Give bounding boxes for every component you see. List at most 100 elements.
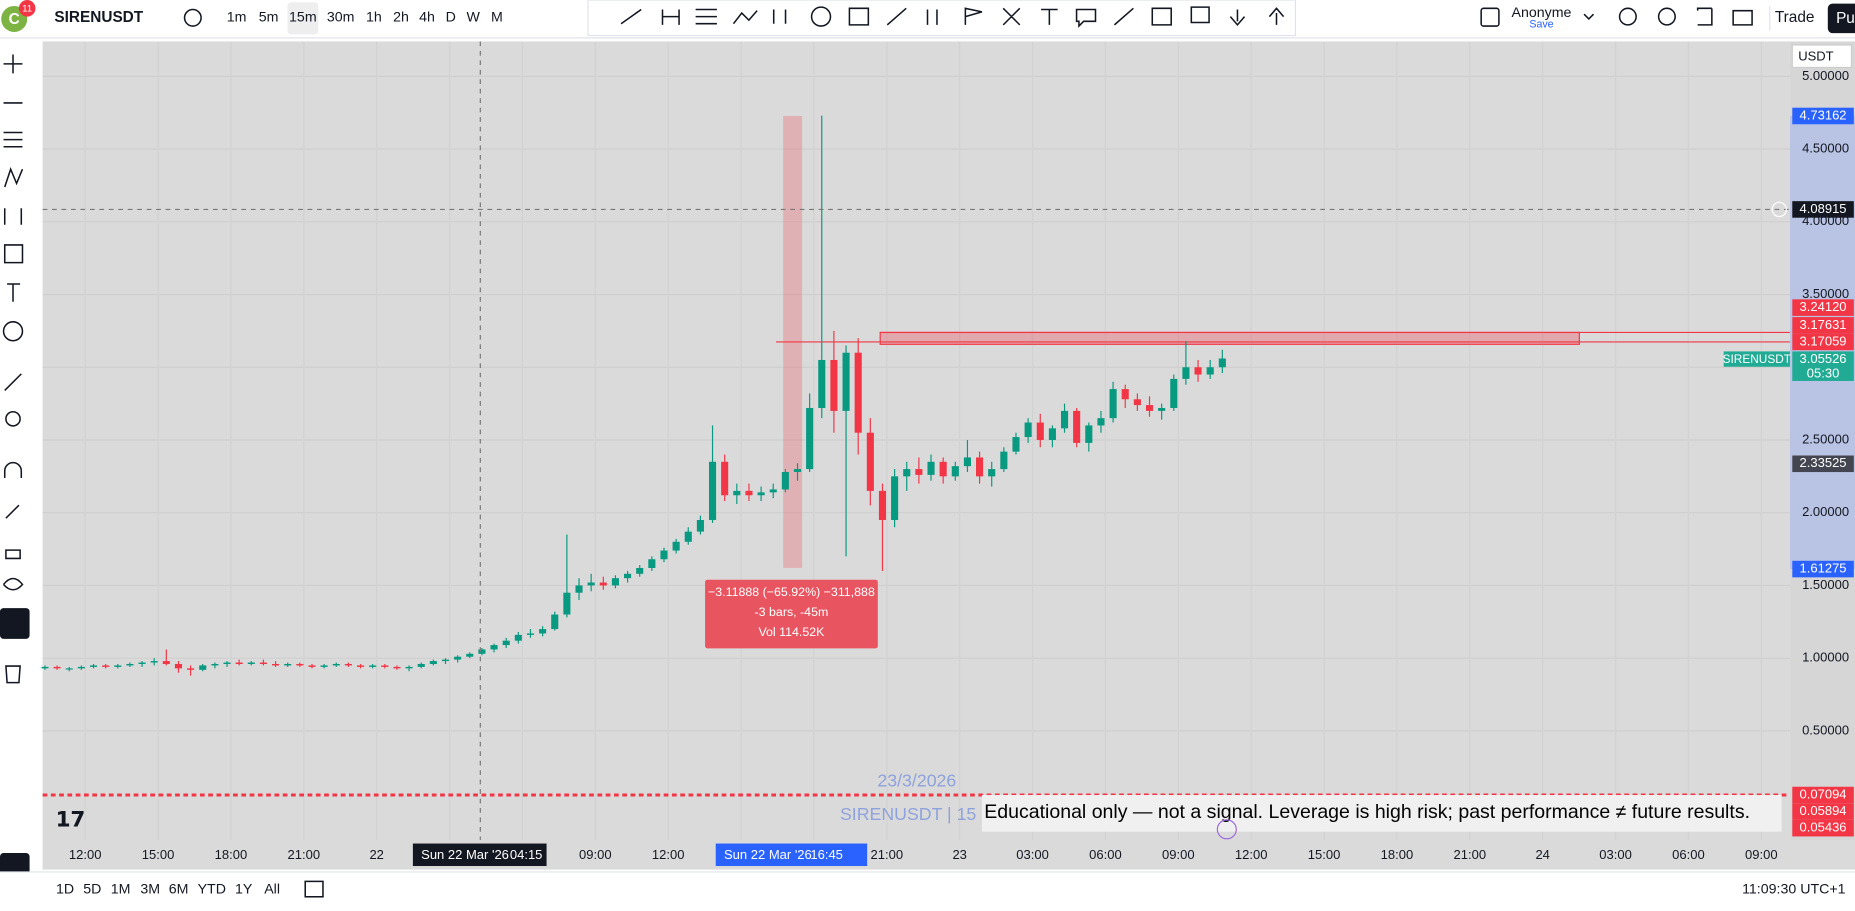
badge: [18, 0, 36, 17]
price-tag: [1792, 819, 1854, 837]
candle-body: [1109, 389, 1117, 419]
price-tag-text: 0.05436: [1800, 820, 1847, 835]
candle-body: [1194, 367, 1202, 375]
range[interactable]: 1M: [111, 881, 131, 897]
candle-body: [89, 665, 98, 667]
icon[interactable]: [1583, 7, 1753, 26]
publish-btn[interactable]: [1827, 3, 1855, 34]
layout-icon[interactable]: [1480, 7, 1500, 27]
candle-body: [599, 582, 607, 586]
candle-body: [381, 665, 389, 667]
price-tag-text: 4.73162: [1800, 107, 1847, 122]
range[interactable]: 5D: [83, 881, 101, 897]
tool-icon[interactable]: [2, 54, 24, 684]
price-tag: [1792, 333, 1854, 351]
plus-icon[interactable]: [1771, 201, 1787, 218]
save[interactable]: Save: [1529, 19, 1553, 31]
candle-body: [757, 492, 765, 496]
measure-box: [705, 579, 878, 649]
candle-body: [745, 490, 753, 496]
candle-body: [575, 585, 583, 593]
interval[interactable]: 30m: [327, 10, 355, 26]
candle-body: [441, 659, 450, 662]
candle-body: [708, 461, 717, 520]
y-tick-label: 2.00000: [1802, 504, 1849, 519]
tool-icon[interactable]: [620, 6, 1285, 28]
candle-body: [187, 668, 195, 670]
symbol[interactable]: SIRENUSDT: [54, 9, 143, 26]
interval[interactable]: 5m: [259, 10, 279, 26]
interval[interactable]: 2h: [393, 10, 409, 26]
interval[interactable]: M: [491, 10, 503, 26]
last-price: 3.05526: [1800, 351, 1847, 366]
y-tick-label: 2.50000: [1802, 431, 1849, 446]
currency[interactable]: USDT: [1798, 48, 1833, 63]
price-tag-text: 4.08915: [1800, 201, 1847, 216]
candle-body: [223, 662, 231, 664]
candle-body: [1097, 418, 1105, 426]
candle-body: [781, 471, 789, 490]
range[interactable]: All: [264, 881, 280, 897]
interval[interactable]: 4h: [419, 10, 435, 26]
x-tick-label: 06:00: [1672, 847, 1705, 862]
price-tag: [1792, 107, 1854, 125]
interval[interactable]: 15m: [289, 10, 317, 26]
publish[interactable]: Pu: [1836, 10, 1855, 27]
right-icons: [1583, 7, 1753, 26]
measure-text: Vol 114.52K: [758, 625, 825, 639]
trade[interactable]: Trade: [1775, 9, 1815, 26]
price-tag-text: 3.24120: [1800, 299, 1847, 314]
axis-labels: 5.000004.500004.000003.500003.000002.500…: [69, 68, 1854, 862]
range[interactable]: 6M: [169, 881, 189, 897]
interval[interactable]: 1h: [366, 10, 382, 26]
x-tick-label: 09:00: [1745, 847, 1778, 862]
candle-body: [259, 662, 267, 664]
x-tick-label: 23: [952, 847, 966, 862]
interval[interactable]: W: [467, 10, 481, 26]
candle-body: [915, 469, 923, 475]
candle-body: [648, 559, 656, 568]
intervals: 1m 5m 15m 30m 1h 2h 4h D W M: [227, 10, 503, 26]
candle-body: [587, 582, 595, 586]
price-tag-text: 3.17059: [1800, 333, 1847, 348]
candle-body: [1182, 367, 1190, 379]
range[interactable]: 1D: [56, 881, 74, 897]
active-tool[interactable]: [0, 608, 30, 639]
price-tag: [1792, 299, 1854, 316]
symbol-tag: [1723, 351, 1790, 367]
replay-icon[interactable]: [1216, 819, 1237, 840]
watermark-date: 23/3/2026: [877, 771, 956, 791]
candle-body: [429, 661, 437, 664]
candle-body: [102, 665, 110, 667]
candle-body: [963, 457, 971, 467]
candle-body: [174, 663, 183, 669]
interval[interactable]: 1m: [227, 10, 247, 26]
candle-body: [41, 666, 49, 669]
crosshair-clock: 04:15: [510, 847, 543, 862]
y-tick-label: 3.50000: [1802, 286, 1849, 301]
range[interactable]: 3M: [140, 881, 160, 897]
account[interactable]: Anonyme: [1512, 5, 1572, 21]
candle-body: [769, 489, 777, 493]
candle-body: [114, 665, 122, 667]
candle-body: [77, 666, 85, 669]
add-symbol[interactable]: [183, 8, 202, 27]
interval[interactable]: D: [446, 10, 456, 26]
ranges: 1D 5D 1M 3M 6M YTD 1Y All: [56, 881, 280, 897]
x-tick-label: 21:00: [288, 847, 321, 862]
range[interactable]: 1Y: [235, 881, 253, 897]
currency-box[interactable]: [1791, 44, 1853, 69]
candle-body: [1133, 399, 1141, 406]
candle-body: [806, 407, 814, 470]
price-tag-text: 2.33525: [1800, 455, 1847, 470]
candle-body: [988, 469, 996, 477]
candle-body: [842, 352, 850, 411]
x-tick-label: 09:00: [579, 847, 612, 862]
date-range-icon[interactable]: [304, 880, 324, 898]
candle-body: [405, 666, 413, 669]
candle-body: [526, 633, 535, 635]
price-tag: [1792, 560, 1854, 578]
range[interactable]: YTD: [198, 881, 226, 897]
candle-body: [611, 578, 619, 586]
x-tick-label: 12:00: [1235, 847, 1268, 862]
